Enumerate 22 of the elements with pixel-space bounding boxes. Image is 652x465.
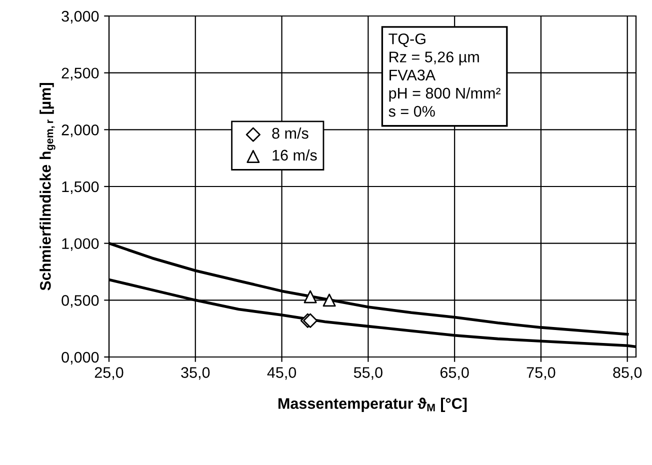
y-tick-label: 1,500	[62, 181, 99, 194]
x-tick-label: 85,0	[613, 367, 642, 380]
y-tick-label: 0,500	[62, 295, 99, 308]
x-tick-label: 45,0	[267, 367, 296, 380]
legend-label: 16 m/s	[272, 149, 317, 161]
point	[303, 313, 318, 328]
y-tick-label: 2,500	[62, 68, 99, 80]
x-tick-label: 25,0	[94, 367, 124, 380]
y-tick-label: 2,000	[62, 124, 99, 138]
x-tick-label: 75,0	[526, 367, 556, 380]
y-tick-label: 1,000	[62, 238, 99, 251]
x-tick-label: 65,0	[440, 367, 469, 380]
point	[322, 294, 336, 307]
x-tick-label: 35,0	[181, 367, 210, 380]
x-axis-title: Massentemperatur ϑ$_{M}$ [°C]	[278, 398, 467, 412]
legend-label: 8 m/s	[272, 128, 308, 139]
y-tick-label: 3,000	[62, 10, 99, 24]
x-tick-label: 55,0	[354, 367, 382, 380]
y-axis-title: Schmierfilmdicke h$_{gem,r}$ [µm]	[40, 83, 56, 290]
annotation: TQ-G Rz = 5,26 µm FVA3A pH = 800 N/mm² s = 0%	[388, 33, 501, 117]
point	[304, 290, 317, 304]
y-tick-label: 0,000	[62, 352, 99, 364]
